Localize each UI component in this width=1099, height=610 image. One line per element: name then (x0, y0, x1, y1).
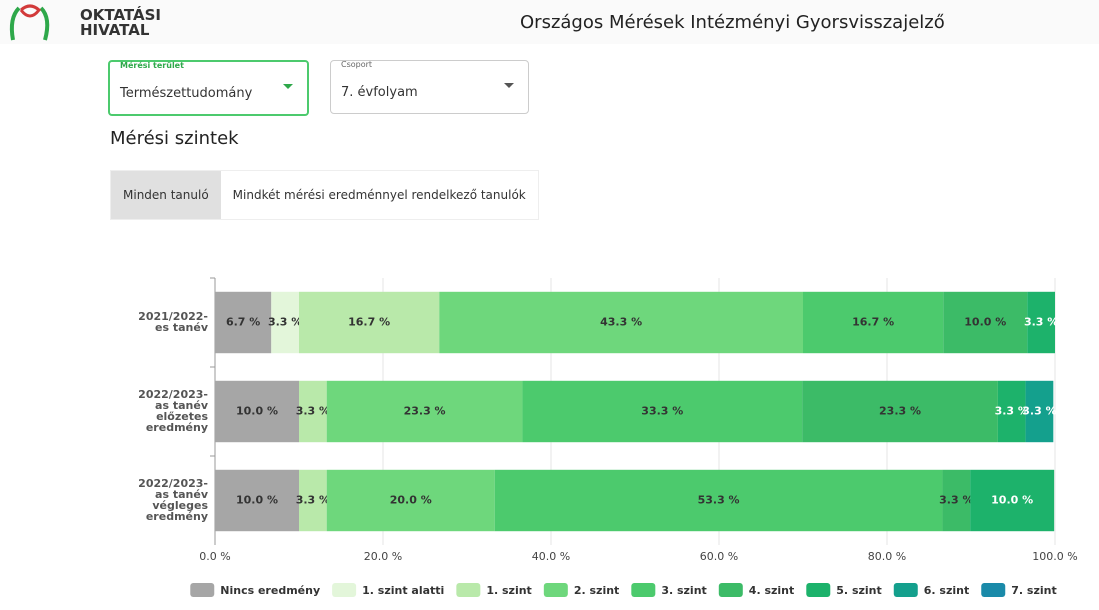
legend-label: 4. szint (749, 584, 794, 597)
data-label: 23.3 % (404, 405, 446, 418)
data-label: 3.3 % (1022, 405, 1056, 418)
legend-swatch (718, 583, 743, 597)
legend-item: 7. szint (981, 583, 1057, 597)
data-label: 16.7 % (348, 316, 390, 329)
data-label: 10.0 % (236, 494, 278, 507)
legend-item: 6. szint (893, 583, 969, 597)
data-label: 10.0 % (964, 316, 1006, 329)
data-label: 33.3 % (641, 405, 683, 418)
legend-item: 2. szint (543, 583, 619, 597)
y-tick-label: 2021/2022-es tanév (138, 310, 208, 335)
bar-segment (299, 380, 327, 443)
bar-segment (1027, 291, 1055, 354)
legend-label: 1. szint alatti (362, 584, 444, 597)
tabs: Minden tanuló Mindkét mérési eredménnyel… (110, 170, 539, 220)
legend-item: 1. szint (456, 583, 532, 597)
y-label-box: 2021/2022-es tanév (138, 310, 208, 335)
x-tick-label: 0.0 % (199, 550, 230, 563)
bar-segment (970, 469, 1055, 532)
dropdown-label: Mérési terület (120, 61, 184, 70)
dropdown-arrow (504, 83, 514, 88)
legend-label: 2. szint (574, 584, 619, 597)
bar-segment (439, 291, 803, 354)
x-tick-label: 20.0 % (364, 550, 402, 563)
bar-segment (522, 380, 803, 443)
data-label: 20.0 % (390, 494, 432, 507)
logo-line: OKTATÁSI (80, 6, 161, 24)
legend-swatch (190, 583, 215, 597)
logo-line: HIVATAL (80, 21, 150, 39)
legend-swatch (543, 583, 568, 597)
dropdown-arrow (283, 84, 293, 89)
bar-segment (802, 380, 998, 443)
y-label-box: 2022/2023-as tanév végleges eredmény (138, 477, 208, 524)
legend-swatch (981, 583, 1006, 597)
data-label: 43.3 % (600, 316, 642, 329)
bar-segment (494, 469, 943, 532)
data-label: 10.0 % (236, 405, 278, 418)
x-tick-label: 80.0 % (868, 550, 906, 563)
bar-segment (803, 291, 944, 354)
x-tick-label: 100.0 % (1032, 550, 1077, 563)
bar-segment (215, 380, 299, 443)
x-tick-label: 60.0 % (700, 550, 738, 563)
bar-segment (215, 469, 299, 532)
dropdown[interactable]: Mérési terület Természettudomány (108, 60, 309, 116)
legend-label: 6. szint (924, 584, 969, 597)
data-label: 6.7 % (226, 316, 260, 329)
legend-item: Nincs eredmény (190, 583, 320, 597)
data-label: 3.3 % (296, 405, 330, 418)
header: OKTATÁSI HIVATAL Országos Mérések Intézmé… (0, 0, 1099, 44)
data-label: 53.3 % (698, 494, 740, 507)
legend-label: 1. szint (486, 584, 531, 597)
data-label: 3.3 % (995, 405, 1029, 418)
legend-swatch (631, 583, 656, 597)
logo-icon (9, 4, 50, 41)
legend-label: 3. szint (661, 584, 706, 597)
data-label: 3.3 % (268, 316, 302, 329)
legend-item: 4. szint (718, 583, 794, 597)
bar-segment (326, 469, 495, 532)
legend-label: Nincs eredmény (220, 584, 320, 597)
legend-label: 7. szint (1011, 584, 1056, 597)
data-label: 3.3 % (296, 494, 330, 507)
legend-item: 1. szint alatti (332, 583, 444, 597)
legend-label: 5. szint (836, 584, 881, 597)
bar-segment (943, 291, 1028, 354)
legend-item: 3. szint (631, 583, 707, 597)
y-label-box: 2022/2023-as tanév előzetes eredmény (138, 388, 208, 435)
data-label: 3.3 % (1024, 316, 1058, 329)
dropdown[interactable]: Csoport 7. évfolyam (330, 60, 529, 114)
tab[interactable]: Minden tanuló (111, 171, 221, 219)
bar-segment (942, 469, 971, 532)
x-tick-label: 40.0 % (532, 550, 570, 563)
data-label: 10.0 % (991, 494, 1033, 507)
dropdown-label: Csoport (341, 60, 373, 69)
legend-item: 5. szint (806, 583, 882, 597)
bar-segment (1025, 380, 1054, 443)
dropdown-value: Természettudomány (120, 86, 253, 101)
logo-text: OKTATÁSI HIVATAL (80, 8, 161, 38)
bar-segment (326, 380, 523, 443)
section-title: Mérési szintek (110, 128, 239, 149)
dropdown-value: 7. évfolyam (341, 85, 418, 100)
y-tick-label: 2022/2023-as tanév előzetes eredmény (138, 388, 208, 435)
legend-swatch (456, 583, 481, 597)
tab[interactable]: Mindkét mérési eredménnyel rendelkező ta… (232, 188, 526, 202)
bar-segment (299, 469, 327, 532)
data-label: 23.3 % (879, 405, 921, 418)
bar-segment (215, 291, 272, 354)
data-label: 3.3 % (939, 494, 973, 507)
legend-swatch (332, 583, 357, 597)
y-tick-label: 2022/2023-as tanév végleges eredmény (138, 477, 208, 524)
legend-swatch (893, 583, 918, 597)
legend-swatch (806, 583, 831, 597)
bar-segment (299, 291, 440, 354)
bar-segment (271, 291, 299, 354)
data-label: 16.7 % (852, 316, 894, 329)
app-title: Országos Mérések Intézményi Gyorsvisszaj… (520, 12, 945, 33)
bar-segment (997, 380, 1026, 443)
